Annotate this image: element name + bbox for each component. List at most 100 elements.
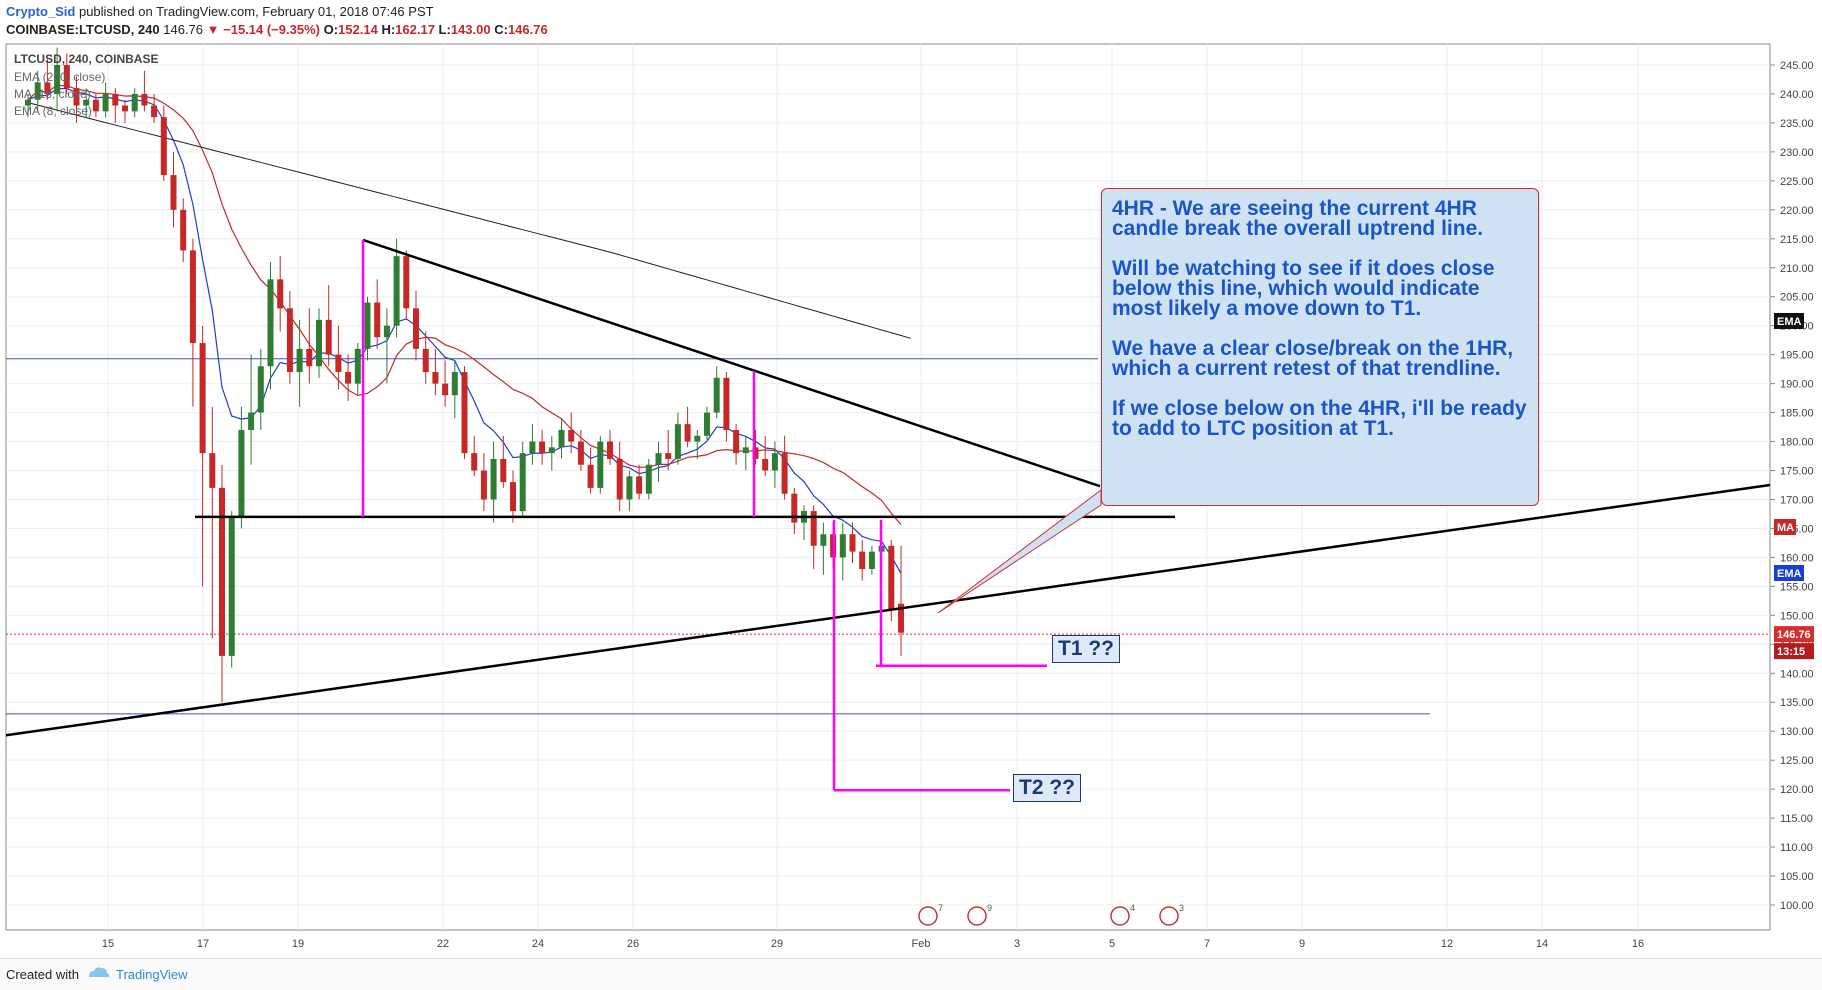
price-tick-label: 130.00 bbox=[1780, 726, 1814, 738]
time-tick-label: 12 bbox=[1441, 938, 1453, 950]
time-tick-label: 29 bbox=[771, 938, 783, 950]
candle-body bbox=[422, 348, 429, 373]
symbol-line: COINBASE:LTCUSD, 240 146.76 ▼ −15.14 (−9… bbox=[6, 22, 548, 37]
candle-body bbox=[490, 458, 497, 500]
descending-trendline bbox=[362, 238, 1101, 488]
ma18-badge: MA bbox=[1777, 522, 1794, 534]
ema8-badge: EMA bbox=[1777, 568, 1802, 580]
candle-body bbox=[742, 447, 749, 454]
price-tick-label: 155.00 bbox=[1780, 581, 1814, 593]
ohlc-low-label: L: bbox=[438, 22, 451, 37]
price-tick-label: 215.00 bbox=[1780, 234, 1814, 246]
candle-body bbox=[752, 447, 759, 459]
candle-body bbox=[868, 551, 875, 569]
horizontal-lines bbox=[6, 358, 1770, 715]
candle-body bbox=[92, 99, 99, 112]
candle-body bbox=[34, 82, 41, 100]
footer: Created with TradingView bbox=[0, 958, 1822, 990]
candle-body bbox=[539, 441, 546, 454]
candle-body bbox=[665, 453, 672, 459]
uptrend-line bbox=[5, 483, 1771, 737]
price-tick-label: 240.00 bbox=[1780, 89, 1814, 101]
callout-p2: Will be watching to see if it does close… bbox=[1112, 257, 1495, 320]
candle-body bbox=[248, 412, 255, 430]
ema8-badge-bg bbox=[1774, 565, 1804, 581]
candle-body bbox=[413, 308, 419, 349]
candle-body bbox=[257, 366, 264, 413]
candle-body bbox=[277, 279, 284, 309]
candle-body bbox=[480, 470, 487, 500]
candle-body bbox=[645, 464, 652, 494]
time-tick-label: 5 bbox=[1109, 938, 1115, 950]
last-price: 146.76 bbox=[163, 22, 204, 37]
candle-body bbox=[888, 545, 895, 610]
price-tick-label: 120.00 bbox=[1780, 784, 1814, 796]
candle-body bbox=[199, 343, 206, 454]
event-count: 9 bbox=[987, 903, 992, 913]
candle-body bbox=[122, 105, 128, 112]
price-tick-label: 135.00 bbox=[1780, 697, 1814, 709]
time-tick-label: 9 bbox=[1299, 938, 1305, 950]
price-axis[interactable]: 100.00 105.00 110.00 115.00 120.00 125.00 130.… bbox=[1770, 60, 1814, 912]
candle-body bbox=[781, 453, 788, 494]
analysis-callout: 4HR - We are seeing the current 4HR cand… bbox=[1101, 188, 1539, 506]
price-tick-label: 180.00 bbox=[1780, 437, 1814, 449]
ohlc-open: 152.14 bbox=[338, 22, 378, 37]
candle-body bbox=[655, 453, 662, 465]
ohlc-high: 162.17 bbox=[395, 22, 435, 37]
candle-body bbox=[461, 372, 468, 454]
candle-timer-badge: 13:15 bbox=[1777, 646, 1805, 658]
ema200-badge-bg bbox=[1774, 313, 1804, 329]
time-tick-label: 7 bbox=[1204, 938, 1210, 950]
candle-body bbox=[713, 377, 720, 413]
author-link[interactable]: Crypto_Sid bbox=[6, 4, 76, 19]
price-tick-label: 170.00 bbox=[1780, 494, 1814, 506]
candle-body bbox=[286, 308, 293, 373]
price-change: ▼ −15.14 (−9.35%) bbox=[206, 22, 320, 37]
candle-body bbox=[267, 279, 274, 367]
price-tick-label: 175.00 bbox=[1780, 466, 1814, 478]
candle-body bbox=[849, 534, 856, 552]
candle-body bbox=[471, 453, 478, 471]
legend-ma18[interactable]: MA (18, close) bbox=[14, 87, 91, 101]
callout-p1: 4HR - We are seeing the current 4HR cand… bbox=[1112, 197, 1484, 240]
candle-body bbox=[63, 65, 70, 89]
candle-body bbox=[432, 372, 439, 384]
candle-body bbox=[151, 105, 158, 118]
event-markers: 7 9 4 3 bbox=[918, 903, 1184, 926]
candle-body bbox=[354, 348, 361, 384]
candle-body bbox=[102, 93, 109, 112]
candle-body bbox=[704, 412, 710, 436]
price-tick-label: 225.00 bbox=[1780, 176, 1814, 188]
axis-badges: EMA MA EMA 146.76 13:15 bbox=[1774, 313, 1814, 660]
economic-event-icon bbox=[1110, 906, 1130, 926]
price-tick-label: 245.00 bbox=[1780, 60, 1814, 72]
time-tick-label: 22 bbox=[437, 938, 449, 950]
candle-body bbox=[325, 319, 332, 355]
candle-body bbox=[733, 429, 740, 454]
time-axis[interactable]: 15 17 19 22 24 26 29 Feb 3 5 7 9 12 14 16 bbox=[102, 938, 1644, 950]
candle-body bbox=[141, 93, 148, 106]
chart-header: Crypto_Sid published on TradingView.com,… bbox=[0, 0, 1822, 44]
legend-ema200[interactable]: EMA (200, close) bbox=[14, 70, 106, 84]
candle-body bbox=[519, 453, 526, 512]
candle-body bbox=[626, 476, 633, 500]
time-tick-label: 15 bbox=[102, 938, 114, 950]
candle-body bbox=[684, 424, 691, 442]
tradingview-link[interactable]: TradingView bbox=[116, 967, 188, 982]
candle-body bbox=[762, 458, 769, 471]
price-chart[interactable]: 100.00 105.00 110.00 115.00 120.00 125.00 130.… bbox=[0, 0, 1822, 958]
candle-body bbox=[180, 209, 187, 251]
time-tick-label: Feb bbox=[912, 938, 931, 950]
price-tick-label: 100.00 bbox=[1780, 900, 1814, 912]
legend-ema8[interactable]: EMA (8, close) bbox=[14, 104, 93, 118]
candle-body bbox=[83, 99, 90, 106]
price-tick-label: 220.00 bbox=[1780, 205, 1814, 217]
candle-body bbox=[442, 383, 449, 396]
publish-line: Crypto_Sid published on TradingView.com,… bbox=[6, 4, 434, 19]
candle-body bbox=[393, 256, 400, 326]
tradingview-logo-icon bbox=[89, 967, 110, 977]
price-tick-label: 115.00 bbox=[1780, 813, 1813, 825]
candle-body bbox=[170, 175, 177, 210]
candle-body bbox=[694, 435, 701, 442]
